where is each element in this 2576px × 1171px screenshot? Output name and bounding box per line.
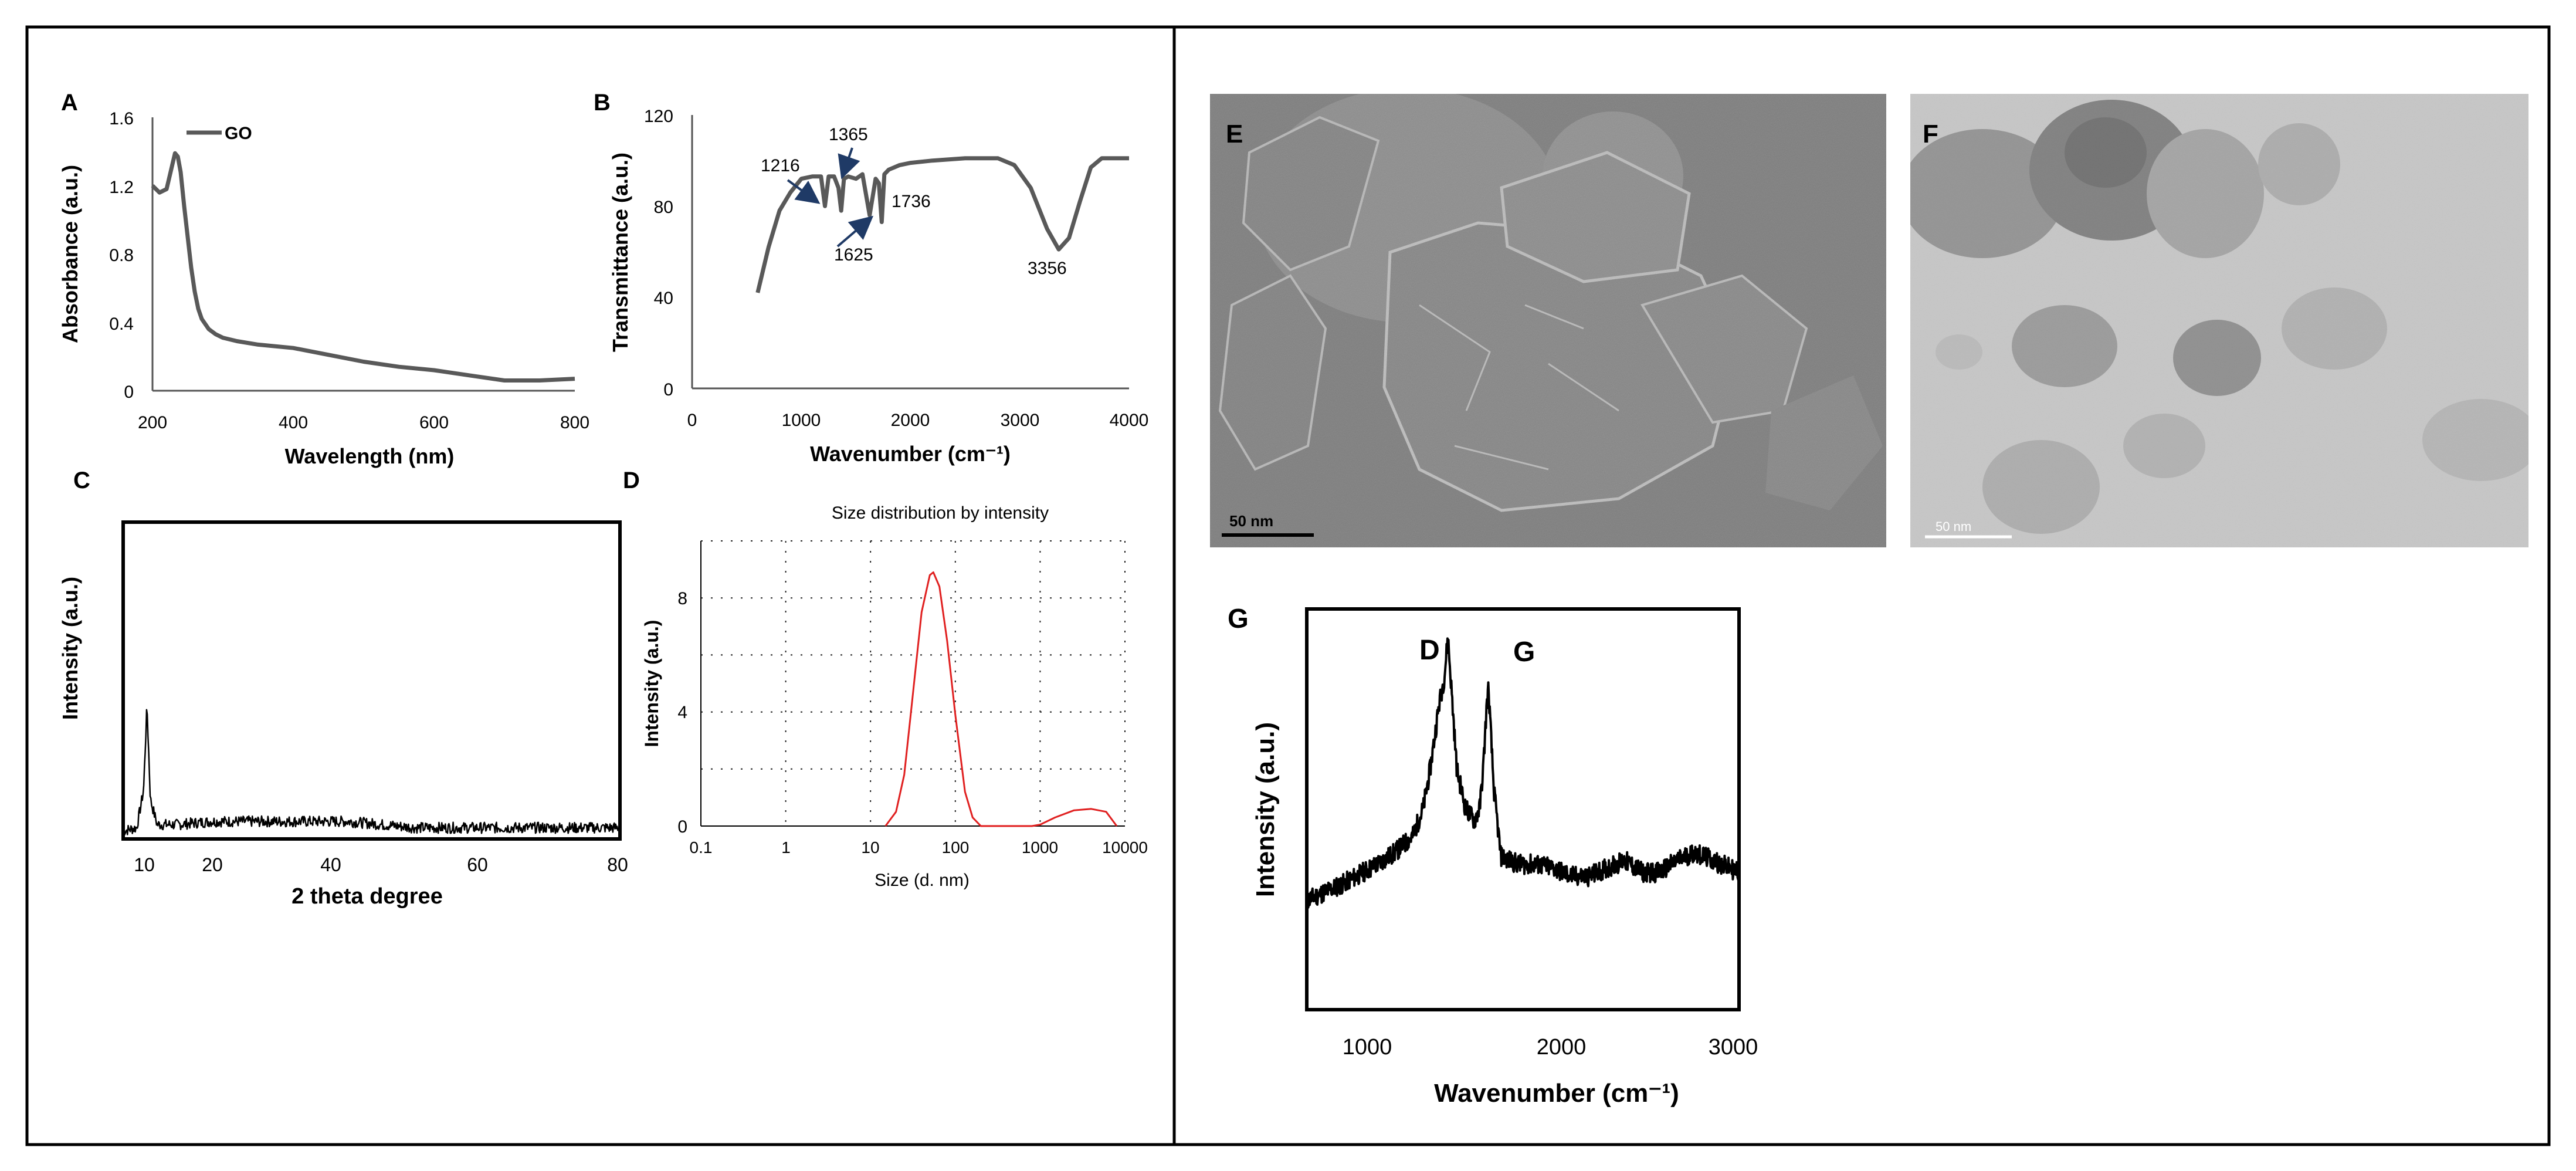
tick-label: 0 <box>677 817 687 837</box>
tick-label: 10 <box>134 854 155 875</box>
panel-d-title: Size distribution by intensity <box>832 503 1049 523</box>
tick-label: 0.1 <box>690 838 713 857</box>
tick-label: 800 <box>560 413 589 432</box>
tick-label: 60 <box>467 854 488 875</box>
tick-label: 2000 <box>1537 1035 1587 1060</box>
panel-e-letter: E <box>1226 120 1243 148</box>
peak-label-1736: 1736 <box>892 192 931 211</box>
peak-arrow-1365 <box>838 147 860 180</box>
panel-c-frame <box>121 520 622 841</box>
panel-d-xticks: 0.1 1 10 100 1000 10000 <box>690 838 1148 857</box>
tick-label: 40 <box>320 854 341 875</box>
panel-c-xticks: 10 20 40 60 80 <box>134 854 628 875</box>
peak-label-3356: 3356 <box>1028 259 1067 278</box>
tick-label: 400 <box>279 413 308 432</box>
panel-b-ylabel: Transmittance (a.u.) <box>608 153 632 352</box>
panel-f-scalebar-label: 50 nm <box>1936 519 1971 534</box>
tick-label: 1.2 <box>109 178 134 197</box>
tick-label: 40 <box>654 289 673 308</box>
panel-g-xlabel: Wavenumber (cm⁻¹) <box>1434 1079 1679 1108</box>
panel-a-xticks: 200 400 600 800 <box>138 413 589 432</box>
tick-label: 0 <box>687 411 697 430</box>
tick-label: 1000 <box>1343 1035 1392 1060</box>
panel-c: C 10 20 40 60 80 2 theta degree Intensit… <box>58 468 628 909</box>
tick-label: 80 <box>607 854 628 875</box>
tick-label: 0.8 <box>109 246 134 265</box>
panel-c-ylabel: Intensity (a.u.) <box>58 577 82 720</box>
tick-label: 3000 <box>1709 1035 1758 1060</box>
panel-c-series-line <box>123 709 621 836</box>
panel-b-xticks: 0 1000 2000 3000 4000 <box>687 411 1149 430</box>
panel-d-letter: D <box>623 468 640 493</box>
panel-a-xlabel: Wavelength (nm) <box>285 444 455 468</box>
panel-f-letter: F <box>1923 120 1938 148</box>
panel-d-xlabel: Size (d. nm) <box>875 871 970 890</box>
panel-b-letter: B <box>594 90 611 116</box>
panel-a: A 0 0.4 0.8 1.2 1.6 200 400 600 800 Wave… <box>58 90 589 468</box>
peak-arrow-1216 <box>787 179 821 204</box>
panel-e-scalebar-label: 50 nm <box>1229 512 1273 530</box>
tick-label: 80 <box>654 198 673 217</box>
tick-label: 10 <box>861 838 879 857</box>
tick-label: 20 <box>202 854 223 875</box>
panel-g-ylabel: Intensity (a.u.) <box>1251 722 1280 897</box>
tick-label: 1 <box>781 838 791 857</box>
tick-label: 0 <box>663 380 673 400</box>
peak-arrow-1625 <box>836 215 874 248</box>
tem-image <box>1910 94 2528 547</box>
peak-label-1216: 1216 <box>761 156 800 175</box>
tick-label: 10000 <box>1102 838 1148 857</box>
panel-a-yticks: 0 0.4 0.8 1.2 1.6 <box>109 109 134 402</box>
panel-a-series-line <box>151 151 575 383</box>
tick-label: 4 <box>677 703 687 722</box>
tick-label: 4000 <box>1110 411 1149 430</box>
tick-label: 0.4 <box>109 314 134 334</box>
tick-label: 120 <box>644 107 673 126</box>
panel-b: B 0 40 80 120 0 1000 2000 3000 4000 Wave… <box>594 90 1148 466</box>
panel-g-xticks: 1000 2000 3000 <box>1343 1035 1758 1060</box>
panel-a-ylabel: Absorbance (a.u.) <box>58 165 82 343</box>
panel-g: G 1000 2000 3000 Wavenumber (cm⁻¹) Inten… <box>1228 603 1758 1108</box>
tick-label: 1000 <box>1022 838 1058 857</box>
panel-e: E 50 nm <box>1210 94 1886 547</box>
tick-label: 1000 <box>782 411 821 430</box>
figure-border <box>25 25 2551 1146</box>
tick-label: 200 <box>138 413 167 432</box>
tick-label: 3000 <box>1001 411 1040 430</box>
peak-label-1365: 1365 <box>829 125 868 144</box>
peak-label-d: D <box>1419 635 1440 666</box>
tick-label: 100 <box>942 838 970 857</box>
panel-c-letter: C <box>73 468 90 493</box>
panel-a-legend-label: GO <box>225 124 252 143</box>
tick-label: 8 <box>677 589 687 608</box>
panel-b-yticks: 0 40 80 120 <box>644 107 673 400</box>
peak-label-1625: 1625 <box>834 245 873 265</box>
panel-g-series-line <box>1306 637 1740 909</box>
tick-label: 2000 <box>891 411 930 430</box>
tick-label: 1.6 <box>109 109 134 128</box>
panel-c-xlabel: 2 theta degree <box>292 884 443 909</box>
panel-d-series-line <box>884 571 1118 827</box>
panel-b-series-line <box>755 156 1129 293</box>
panel-g-frame <box>1305 607 1741 1011</box>
tick-label: 0 <box>124 383 134 402</box>
tick-label: 600 <box>419 413 449 432</box>
panel-d-grid <box>700 540 1126 826</box>
panel-a-letter: A <box>61 90 78 116</box>
panel-f: F 50 nm <box>1910 94 2528 547</box>
panel-d-yticks: 0 4 8 <box>677 589 687 837</box>
peak-label-g: G <box>1513 637 1535 668</box>
sem-image <box>1210 94 1886 547</box>
panel-d-ylabel: Intensity (a.u.) <box>641 620 662 747</box>
panel-g-letter: G <box>1228 603 1249 634</box>
panel-d: D Size distribution by intensity 0 4 8 0… <box>623 468 1148 890</box>
panel-b-xlabel: Wavenumber (cm⁻¹) <box>810 442 1011 466</box>
